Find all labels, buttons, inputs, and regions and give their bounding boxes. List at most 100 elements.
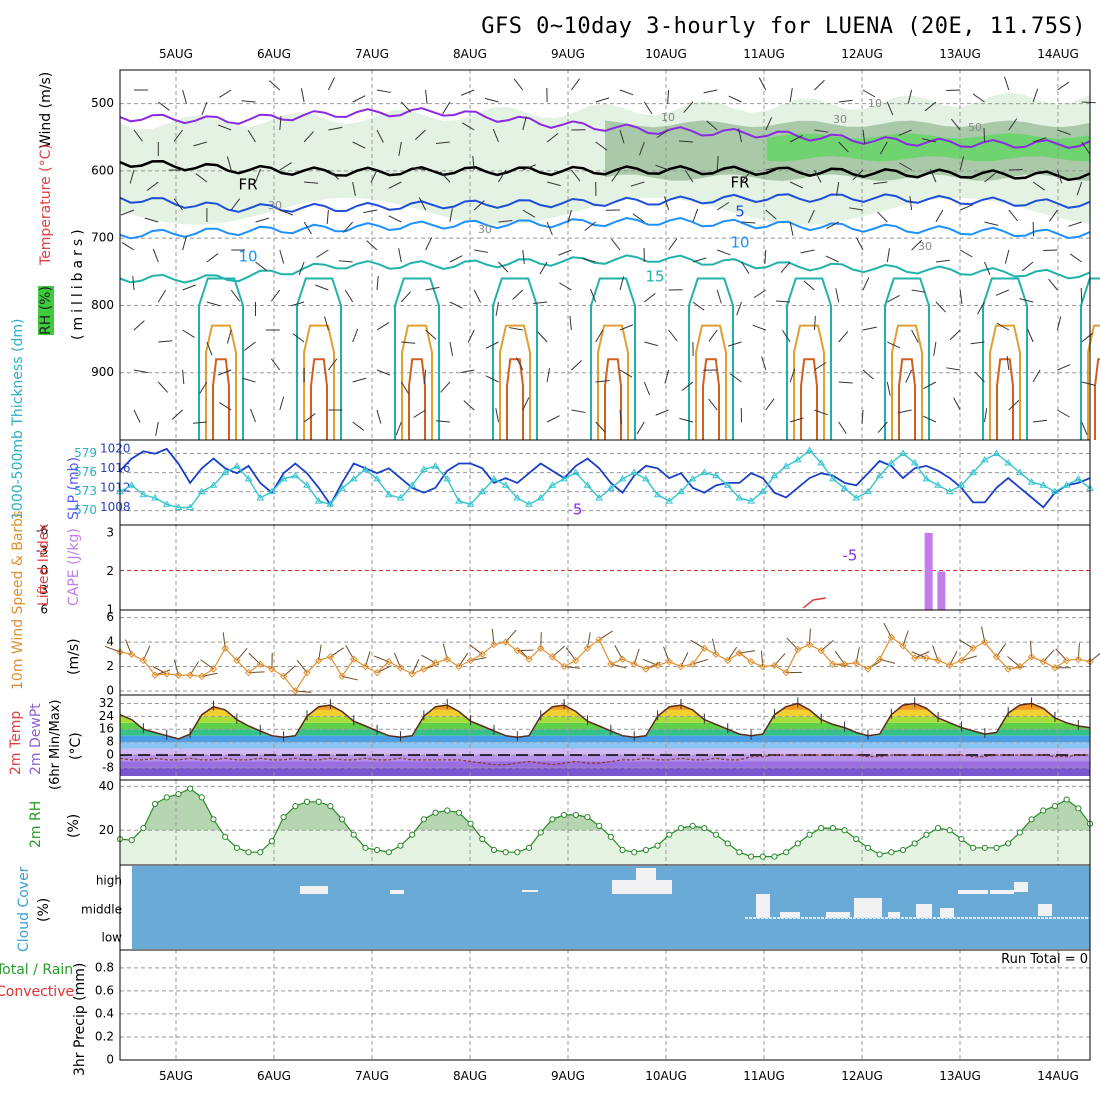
wind-barb [279,116,282,131]
wind-barb [413,409,426,418]
wind10-point [466,656,475,665]
cape-tick: 3 [106,525,114,539]
wind-barb [708,398,718,411]
rh-point [899,846,907,854]
rh-point [853,835,860,843]
thickness-point [1074,474,1083,482]
wind-barb [632,213,645,223]
cloud-bg [132,866,1090,949]
date-label-top: 10AUG [645,47,687,61]
pressure-tick-label: 700 [91,231,114,245]
wind-barb [679,417,694,423]
wind-barb [255,261,267,271]
wind-barb [595,141,608,151]
wind-barb [201,101,208,116]
wind10-barb [200,659,214,670]
thickness-tick: 570 [74,503,97,517]
wind-barb [522,116,527,131]
wind-barb [886,101,894,116]
rh-point [233,844,240,851]
wind-barb [270,358,281,371]
rh-point [1075,805,1082,812]
wind-barb [803,280,815,291]
wind10-barb [1055,648,1067,661]
wind-barb [398,248,402,263]
precip-tick: 0.8 [95,960,114,974]
wind-barb [899,162,912,171]
wind-barb [861,409,864,425]
wind10-point [420,665,428,673]
date-label-top: 12AUG [841,47,883,61]
wind-barb [352,328,359,343]
cape-tick: 1 [106,603,114,617]
wind10-point [887,633,896,641]
cape-lifted-panel: -6 -3 0 3 6 1 2 3 [36,524,1091,617]
wind-barb [512,289,524,300]
wind10-point [1004,665,1012,673]
wind-barb [376,409,382,424]
convection-loop [1080,277,1100,440]
convection-loop [898,358,916,440]
wind-barb [814,361,827,371]
wind10-label: 10m Wind Speed & Barbs [10,510,26,690]
wind-barb [862,89,876,98]
wind-barb [911,239,923,251]
date-label-bottom: 6AUG [257,1069,291,1083]
slp-tick: 1012 [100,480,131,494]
wind10-point [198,672,206,681]
wind-barb [655,164,669,171]
wind10-point [852,659,860,667]
temp-band [120,703,1090,704]
wind10-point [653,661,662,670]
wind-barb [439,171,451,183]
pressure-tick-label: 800 [91,298,114,312]
wind-barb [664,196,670,211]
wind-barb [425,286,440,291]
wind-barb [363,209,378,214]
contour-label: 30 [268,199,282,212]
thickness-tick: 579 [74,446,97,460]
thickness-point [571,468,580,476]
convection-loop [702,358,720,440]
cloud-block [522,890,538,892]
convective-label: Convective [0,984,75,1000]
wind-barb [129,169,135,184]
wind-barb [388,181,402,189]
wind-barb [923,415,937,423]
temp-band [120,742,1090,749]
pressure-tick-label: 900 [91,365,114,379]
wind-barb [977,301,985,315]
wind10-point [782,668,790,677]
wind10-barb [834,650,845,665]
page-title: GFS 0~10day 3-hourly for LUENA (20E, 11.… [481,14,1086,39]
wind-barb [370,169,378,183]
wind-barb [1033,419,1048,423]
wind10-point [314,656,323,665]
cloud-block [636,868,656,882]
wind-barb [158,340,173,343]
wind-barb [1068,221,1082,227]
wind10-barb [283,665,296,677]
wind10-point [256,660,264,668]
wind-barb [692,301,705,311]
wind-barb [780,261,791,273]
wind-barb [571,360,582,371]
cloud-block [990,890,1014,894]
wind-barb [298,261,305,276]
wind-barb [877,421,888,433]
wind-barb [1056,316,1062,331]
wind-barb [959,156,965,171]
convection-loop [205,324,237,440]
thickness-point [642,474,650,482]
wind10-point [688,660,697,668]
wind-barb [133,409,141,423]
wind-barb [1004,249,1010,264]
convection-loop [989,324,1021,440]
contour-FR [119,160,1091,182]
wind-barb [522,249,525,264]
wind10-point [712,650,720,659]
wind10-barb [774,653,786,666]
wind-barb [630,181,645,187]
